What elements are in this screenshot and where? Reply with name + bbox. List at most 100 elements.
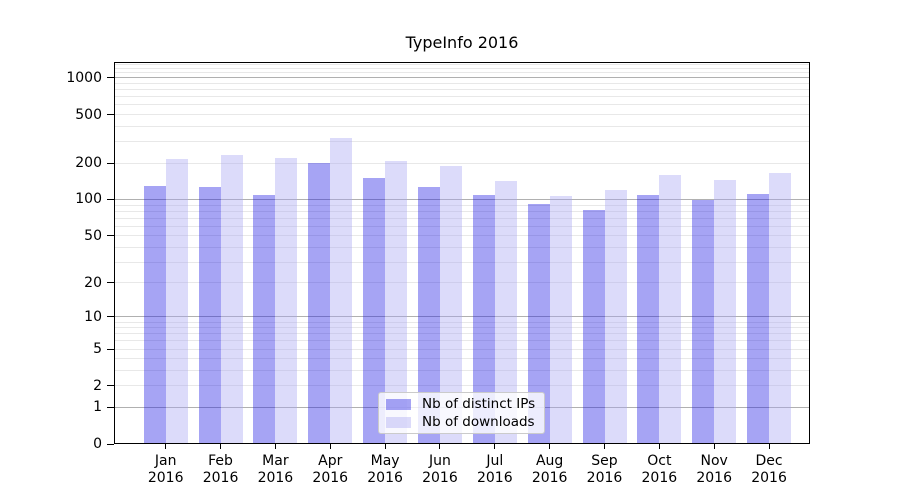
y-tick: [107, 235, 114, 237]
bar-nb-of-distinct-ips-dec-2016: [747, 194, 770, 444]
gridline-minor: [114, 204, 810, 206]
gridline-major: [114, 316, 810, 318]
x-tick: [274, 444, 276, 449]
x-tick-year: 2016: [147, 470, 184, 486]
x-tick-year: 2016: [422, 470, 458, 486]
y-tick-label: 20: [84, 274, 102, 291]
x-tick-label-may: May 2016: [355, 453, 415, 487]
y-tick-label: 5: [93, 341, 102, 358]
y-tick-label: 100: [75, 191, 102, 208]
bar-nb-of-downloads-mar-2016: [275, 158, 298, 444]
bar-nb-of-distinct-ips-feb-2016: [198, 186, 221, 444]
gridline-minor: [114, 327, 810, 329]
bar-nb-of-downloads-jun-2016: [439, 165, 462, 444]
gridline-minor: [114, 385, 810, 387]
bar-nb-of-downloads-nov-2016: [714, 179, 737, 444]
bar-nb-of-distinct-ips-mar-2016: [253, 194, 276, 444]
y-tick: [107, 443, 114, 445]
y-tick: [107, 77, 114, 79]
gridline-minor: [114, 162, 810, 164]
y-tick: [107, 406, 114, 408]
y-tick: [107, 385, 114, 387]
bar-nb-of-distinct-ips-apr-2016: [308, 162, 331, 444]
gridline-major: [114, 77, 810, 79]
x-tick-year: 2016: [531, 470, 568, 486]
x-tick: [439, 444, 441, 449]
bar-nb-of-downloads-aug-2016: [549, 195, 572, 444]
x-tick-year: 2016: [696, 470, 732, 486]
bar-nb-of-downloads-apr-2016: [330, 138, 353, 444]
gridline-minor: [114, 340, 810, 342]
legend-label-distinct-ips: Nb of distinct IPs: [422, 395, 536, 412]
gridline-minor: [114, 321, 810, 323]
gridline-minor: [114, 225, 810, 227]
x-tick-month: Mar: [262, 453, 289, 469]
bar-nb-of-downloads-dec-2016: [769, 173, 792, 444]
y-tick-label: 0: [93, 436, 102, 452]
bar-nb-of-downloads-jan-2016: [165, 158, 188, 444]
y-tick-label: 50: [84, 227, 102, 244]
x-tick-month: Aug: [535, 453, 564, 469]
x-tick-label-oct: Oct 2016: [629, 453, 689, 487]
y-tick-label: 2: [93, 377, 102, 394]
bar-nb-of-distinct-ips-jul-2016: [472, 194, 495, 444]
x-tick-month: Dec: [755, 453, 783, 469]
y-tick: [107, 198, 114, 200]
x-tick: [165, 444, 167, 449]
legend-swatch-distinct-ips: [386, 398, 411, 410]
x-tick-month: Jan: [154, 453, 177, 469]
y-tick: [107, 316, 114, 318]
x-tick-year: 2016: [312, 470, 349, 486]
bar-nb-of-distinct-ips-aug-2016: [527, 204, 550, 444]
gridline-minor: [114, 261, 810, 263]
gridline-minor: [114, 72, 810, 74]
x-tick-month: Sep: [591, 453, 618, 469]
gridline-minor: [114, 358, 810, 360]
x-tick: [549, 444, 551, 449]
x-tick-label-jun: Jun 2016: [410, 453, 470, 487]
bar-nb-of-distinct-ips-nov-2016: [692, 199, 715, 444]
gridline-minor: [114, 67, 810, 69]
x-tick-month: Feb: [208, 453, 233, 469]
y-tick: [107, 114, 114, 116]
x-tick-month: Jul: [486, 453, 504, 469]
gridline-minor: [114, 370, 810, 372]
bar-nb-of-distinct-ips-may-2016: [363, 177, 386, 444]
gridline-minor: [114, 217, 810, 219]
x-tick-label-mar: Mar 2016: [245, 453, 305, 487]
y-tick: [107, 282, 114, 284]
x-tick-year: 2016: [586, 470, 623, 486]
bar-nb-of-distinct-ips-jan-2016: [143, 185, 166, 444]
gridline-minor: [114, 63, 810, 65]
bar-nb-of-downloads-jul-2016: [494, 180, 517, 444]
gridline-minor: [114, 125, 810, 127]
x-tick-month: Nov: [700, 453, 728, 469]
chart-title: TypeInfo 2016: [405, 33, 519, 52]
gridline-minor: [114, 333, 810, 335]
bar-nb-of-downloads-may-2016: [385, 160, 408, 444]
bar-nb-of-downloads-sep-2016: [604, 189, 627, 444]
x-tick: [713, 444, 715, 449]
gridline-minor: [114, 89, 810, 91]
y-tick-label: 10: [84, 308, 102, 325]
x-tick-year: 2016: [257, 470, 294, 486]
legend-label-downloads: Nb of downloads: [422, 413, 535, 430]
x-tick-label-dec: Dec 2016: [739, 453, 799, 487]
x-tick-year: 2016: [202, 470, 239, 486]
x-tick: [220, 444, 222, 449]
plot-area: [114, 62, 810, 444]
legend-item-downloads: Nb of downloads: [386, 413, 537, 430]
gridline-minor: [114, 141, 810, 143]
x-tick-month: Oct: [647, 453, 672, 469]
x-tick-label-apr: Apr 2016: [300, 453, 360, 487]
gridline-minor: [114, 210, 810, 212]
x-tick: [658, 444, 660, 449]
x-tick-label-nov: Nov 2016: [684, 453, 744, 487]
gridline-major: [114, 198, 810, 200]
gridline-minor: [114, 96, 810, 98]
x-tick-month: May: [370, 453, 400, 469]
x-tick-year: 2016: [367, 470, 403, 486]
legend-swatch-downloads: [386, 416, 411, 428]
x-tick-label-sep: Sep 2016: [575, 453, 635, 487]
x-tick: [494, 444, 496, 449]
